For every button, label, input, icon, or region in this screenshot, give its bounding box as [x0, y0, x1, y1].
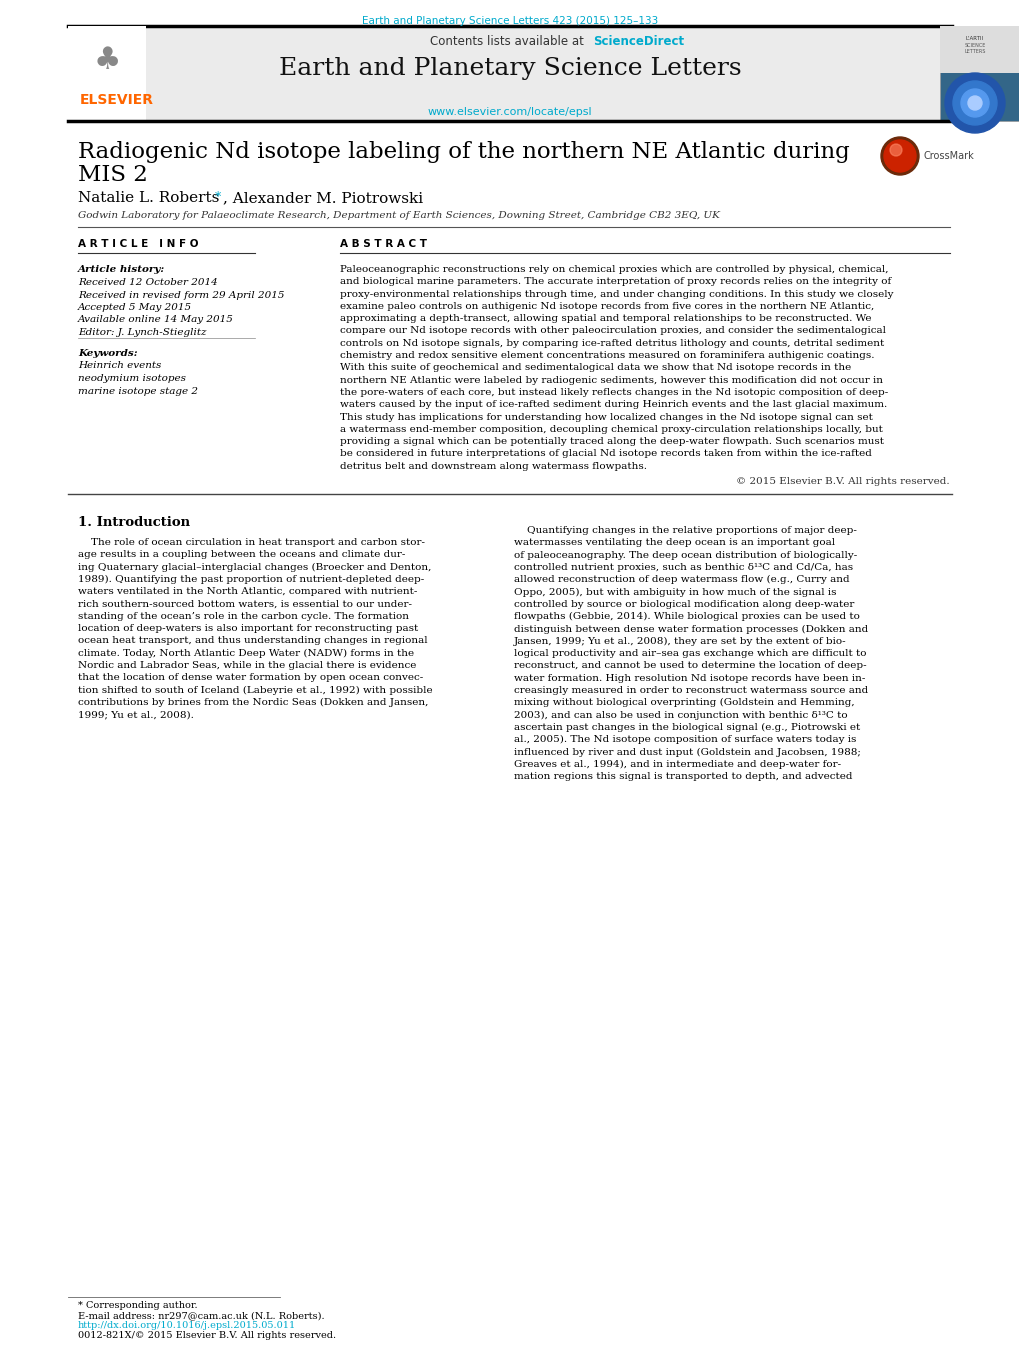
Text: ocean heat transport, and thus understanding changes in regional: ocean heat transport, and thus understan…	[77, 636, 427, 646]
Text: logical productivity and air–sea gas exchange which are difficult to: logical productivity and air–sea gas exc…	[514, 648, 866, 658]
Text: Natalie L. Roberts: Natalie L. Roberts	[77, 190, 219, 205]
Text: Jansen, 1999; Yu et al., 2008), they are set by the extent of bio-: Jansen, 1999; Yu et al., 2008), they are…	[514, 636, 846, 646]
Text: distinguish between dense water formation processes (Dokken and: distinguish between dense water formatio…	[514, 624, 867, 634]
Text: water formation. High resolution Nd isotope records have been in-: water formation. High resolution Nd isot…	[514, 674, 864, 682]
Text: Paleoceanographic reconstructions rely on chemical proxies which are controlled : Paleoceanographic reconstructions rely o…	[339, 265, 888, 274]
Text: Keywords:: Keywords:	[77, 349, 138, 358]
Text: Received 12 October 2014: Received 12 October 2014	[77, 278, 217, 286]
Text: * Corresponding author.: * Corresponding author.	[77, 1301, 198, 1310]
Text: The role of ocean circulation in heat transport and carbon stor-: The role of ocean circulation in heat tr…	[77, 538, 425, 547]
Text: Oppo, 2005), but with ambiguity in how much of the signal is: Oppo, 2005), but with ambiguity in how m…	[514, 588, 836, 597]
Text: of paleoceanography. The deep ocean distribution of biologically-: of paleoceanography. The deep ocean dist…	[514, 551, 856, 559]
Text: the pore-waters of each core, but instead likely reflects changes in the Nd isot: the pore-waters of each core, but instea…	[339, 388, 888, 397]
Text: ♣: ♣	[93, 46, 120, 76]
Text: standing of the ocean’s role in the carbon cycle. The formation: standing of the ocean’s role in the carb…	[77, 612, 409, 621]
Text: Editor: J. Lynch-Stieglitz: Editor: J. Lynch-Stieglitz	[77, 328, 206, 336]
Text: L'ARTII: L'ARTII	[965, 36, 983, 41]
Text: northern NE Atlantic were labeled by radiogenic sediments, however this modifica: northern NE Atlantic were labeled by rad…	[339, 376, 882, 385]
Text: marine isotope stage 2: marine isotope stage 2	[77, 386, 198, 396]
Text: detritus belt and downstream along watermass flowpaths.: detritus belt and downstream along water…	[339, 462, 646, 470]
Text: be considered in future interpretations of glacial Nd isotope records taken from: be considered in future interpretations …	[339, 450, 871, 458]
Text: controlled nutrient proxies, such as benthic δ¹³C and Cd/Ca, has: controlled nutrient proxies, such as ben…	[514, 563, 852, 571]
Text: © 2015 Elsevier B.V. All rights reserved.: © 2015 Elsevier B.V. All rights reserved…	[736, 477, 949, 486]
Text: waters ventilated in the North Atlantic, compared with nutrient-: waters ventilated in the North Atlantic,…	[77, 588, 417, 596]
Circle shape	[890, 145, 901, 155]
Text: Article history:: Article history:	[77, 265, 165, 274]
Text: tion shifted to south of Iceland (Labeyrie et al., 1992) with possible: tion shifted to south of Iceland (Labeyr…	[77, 686, 432, 694]
Text: that the location of dense water formation by open ocean convec-: that the location of dense water formati…	[77, 673, 423, 682]
Bar	[68, 26, 951, 122]
Text: Radiogenic Nd isotope labeling of the northern NE Atlantic during: Radiogenic Nd isotope labeling of the no…	[77, 141, 849, 163]
Text: 2003), and can also be used in conjunction with benthic δ¹³C to: 2003), and can also be used in conjuncti…	[514, 711, 847, 720]
Circle shape	[952, 81, 996, 126]
Circle shape	[967, 96, 981, 109]
Text: Greaves et al., 1994), and in intermediate and deep-water for-: Greaves et al., 1994), and in intermedia…	[514, 759, 841, 769]
Text: http://dx.doi.org/10.1016/j.epsl.2015.05.011: http://dx.doi.org/10.1016/j.epsl.2015.05…	[77, 1321, 296, 1329]
Text: climate. Today, North Atlantic Deep Water (NADW) forms in the: climate. Today, North Atlantic Deep Wate…	[77, 648, 414, 658]
Text: reconstruct, and cannot be used to determine the location of deep-: reconstruct, and cannot be used to deter…	[514, 662, 866, 670]
Text: SCIENCE: SCIENCE	[963, 43, 984, 49]
Text: ascertain past changes in the biological signal (e.g., Piotrowski et: ascertain past changes in the biological…	[514, 723, 859, 732]
Text: CrossMark: CrossMark	[923, 151, 974, 161]
Bar	[940, 26, 1019, 122]
Text: LETTERS: LETTERS	[963, 49, 984, 54]
Text: *: *	[215, 190, 221, 204]
Text: flowpaths (Gebbie, 2014). While biological proxies can be used to: flowpaths (Gebbie, 2014). While biologic…	[514, 612, 859, 621]
Bar	[940, 26, 1019, 73]
Circle shape	[944, 73, 1004, 132]
Text: ing Quaternary glacial–interglacial changes (Broecker and Denton,: ing Quaternary glacial–interglacial chan…	[77, 563, 431, 571]
Text: creasingly measured in order to reconstruct watermass source and: creasingly measured in order to reconstr…	[514, 686, 867, 694]
Text: ELSEVIER: ELSEVIER	[79, 93, 154, 107]
Text: 1989). Quantifying the past proportion of nutrient-depleted deep-: 1989). Quantifying the past proportion o…	[77, 576, 424, 584]
Text: compare our Nd isotope records with other paleocirculation proxies, and consider: compare our Nd isotope records with othe…	[339, 327, 886, 335]
Text: 0012-821X/© 2015 Elsevier B.V. All rights reserved.: 0012-821X/© 2015 Elsevier B.V. All right…	[77, 1331, 336, 1340]
Bar	[68, 26, 146, 122]
Text: chemistry and redox sensitive element concentrations measured on foraminifera au: chemistry and redox sensitive element co…	[339, 351, 873, 361]
Text: Available online 14 May 2015: Available online 14 May 2015	[77, 316, 233, 324]
Text: mation regions this signal is transported to depth, and advected: mation regions this signal is transporte…	[514, 773, 852, 781]
Text: 1. Introduction: 1. Introduction	[77, 516, 190, 530]
Text: allowed reconstruction of deep watermass flow (e.g., Curry and: allowed reconstruction of deep watermass…	[514, 576, 849, 585]
Text: controls on Nd isotope signals, by comparing ice-rafted detritus lithology and c: controls on Nd isotope signals, by compa…	[339, 339, 883, 347]
Text: With this suite of geochemical and sedimentalogical data we show that Nd isotope: With this suite of geochemical and sedim…	[339, 363, 851, 373]
Text: location of deep-waters is also important for reconstructing past: location of deep-waters is also importan…	[77, 624, 418, 634]
Text: contributions by brines from the Nordic Seas (Dokken and Jansen,: contributions by brines from the Nordic …	[77, 698, 428, 707]
Text: examine paleo controls on authigenic Nd isotope records from five cores in the n: examine paleo controls on authigenic Nd …	[339, 301, 873, 311]
Text: Heinrich events: Heinrich events	[77, 362, 161, 370]
Text: A B S T R A C T: A B S T R A C T	[339, 239, 427, 249]
Text: influenced by river and dust input (Goldstein and Jacobsen, 1988;: influenced by river and dust input (Gold…	[514, 747, 860, 757]
Text: Contents lists available at: Contents lists available at	[430, 35, 587, 49]
Text: Godwin Laboratory for Palaeoclimate Research, Department of Earth Sciences, Down: Godwin Laboratory for Palaeoclimate Rese…	[77, 211, 719, 220]
Text: neodymium isotopes: neodymium isotopes	[77, 374, 185, 382]
Text: approximating a depth-transect, allowing spatial and temporal relationships to b: approximating a depth-transect, allowing…	[339, 315, 870, 323]
Circle shape	[960, 89, 988, 118]
Text: rich southern-sourced bottom waters, is essential to our under-: rich southern-sourced bottom waters, is …	[77, 600, 412, 608]
Circle shape	[880, 136, 918, 176]
Text: Earth and Planetary Science Letters: Earth and Planetary Science Letters	[278, 57, 741, 80]
Text: This study has implications for understanding how localized changes in the Nd is: This study has implications for understa…	[339, 412, 872, 422]
Text: age results in a coupling between the oceans and climate dur-: age results in a coupling between the oc…	[77, 550, 405, 559]
Text: Nordic and Labrador Seas, while in the glacial there is evidence: Nordic and Labrador Seas, while in the g…	[77, 661, 416, 670]
Text: proxy-environmental relationships through time, and under changing conditions. I: proxy-environmental relationships throug…	[339, 289, 893, 299]
Text: Quantifying changes in the relative proportions of major deep-: Quantifying changes in the relative prop…	[514, 526, 856, 535]
Text: , Alexander M. Piotrowski: , Alexander M. Piotrowski	[223, 190, 423, 205]
Text: waters caused by the input of ice-rafted sediment during Heinrich events and the: waters caused by the input of ice-rafted…	[339, 400, 887, 409]
Text: E-mail address: nr297@cam.ac.uk (N.L. Roberts).: E-mail address: nr297@cam.ac.uk (N.L. Ro…	[77, 1310, 324, 1320]
Text: Accepted 5 May 2015: Accepted 5 May 2015	[77, 303, 192, 312]
Text: watermasses ventilating the deep ocean is an important goal: watermasses ventilating the deep ocean i…	[514, 539, 835, 547]
Text: MIS 2: MIS 2	[77, 163, 148, 186]
Text: www.elsevier.com/locate/epsl: www.elsevier.com/locate/epsl	[427, 107, 592, 118]
Text: A R T I C L E   I N F O: A R T I C L E I N F O	[77, 239, 199, 249]
Text: a watermass end-member composition, decoupling chemical proxy-circulation relati: a watermass end-member composition, deco…	[339, 426, 882, 434]
Text: Earth and Planetary Science Letters 423 (2015) 125–133: Earth and Planetary Science Letters 423 …	[362, 16, 657, 26]
Text: controlled by source or biological modification along deep-water: controlled by source or biological modif…	[514, 600, 854, 609]
Text: 1999; Yu et al., 2008).: 1999; Yu et al., 2008).	[77, 711, 194, 719]
Circle shape	[883, 141, 915, 172]
Text: Received in revised form 29 April 2015: Received in revised form 29 April 2015	[77, 290, 284, 300]
Text: mixing without biological overprinting (Goldstein and Hemming,: mixing without biological overprinting (…	[514, 698, 854, 708]
Text: ScienceDirect: ScienceDirect	[592, 35, 684, 49]
Text: providing a signal which can be potentially traced along the deep-water flowpath: providing a signal which can be potentia…	[339, 438, 883, 446]
Text: al., 2005). The Nd isotope composition of surface waters today is: al., 2005). The Nd isotope composition o…	[514, 735, 856, 744]
Text: and biological marine parameters. The accurate interpretation of proxy records r: and biological marine parameters. The ac…	[339, 277, 891, 286]
